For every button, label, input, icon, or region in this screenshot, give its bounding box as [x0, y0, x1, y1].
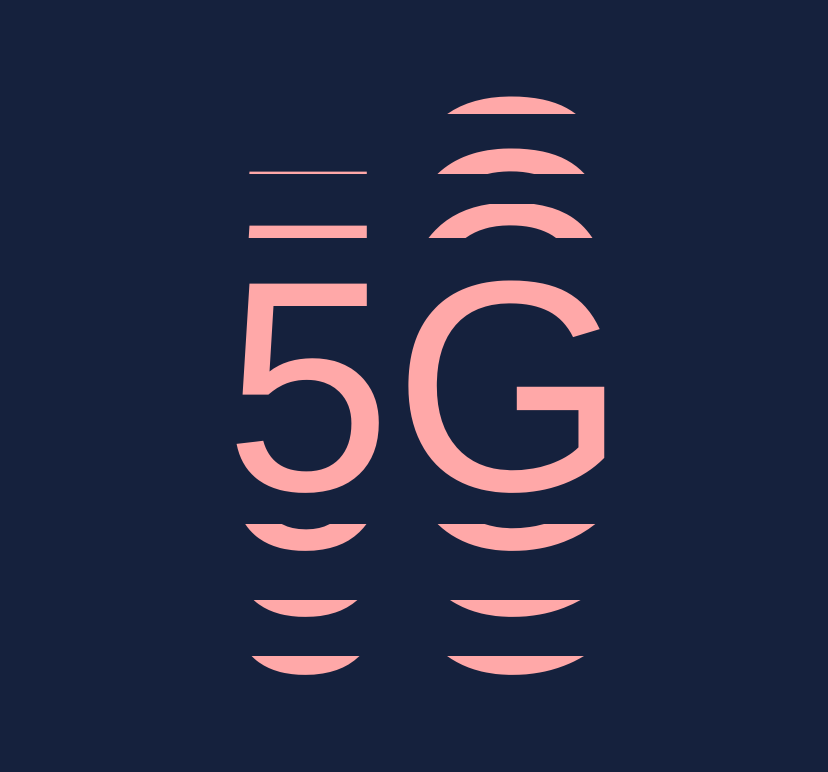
echo-digit: 5 [225, 54, 392, 390]
echo-digit: 5 [225, 160, 392, 496]
main-digit: 5 [225, 218, 392, 554]
echo-digit: 5 [225, 400, 392, 736]
echo-digit: 5 [225, 276, 392, 612]
top-echo-stripes: 5 G 5 G 5 G [225, 34, 627, 496]
echo-letter: G [393, 276, 626, 612]
top-stripe-1: 5 G [225, 34, 627, 390]
bottom-stripe-1: 5 G [225, 276, 627, 612]
top-stripe-3: 5 G [225, 140, 627, 496]
main-letter: G [393, 218, 626, 554]
echo-digit: 5 [225, 342, 392, 678]
echo-letter: G [393, 342, 626, 678]
echo-letter: G [393, 34, 626, 370]
echo-digit: 5 [225, 106, 392, 442]
echo-letter: G [393, 86, 626, 422]
top-stripe-2: 5 G [225, 86, 627, 442]
bottom-stripe-3: 5 G [225, 400, 627, 736]
main-glyphs: 5 G [225, 218, 627, 554]
echo-letter: G [393, 140, 626, 476]
echo-letter: G [393, 400, 626, 736]
bottom-stripe-2: 5 G [225, 342, 627, 678]
bottom-echo-stripes: 5 G 5 G 5 G [225, 276, 627, 736]
